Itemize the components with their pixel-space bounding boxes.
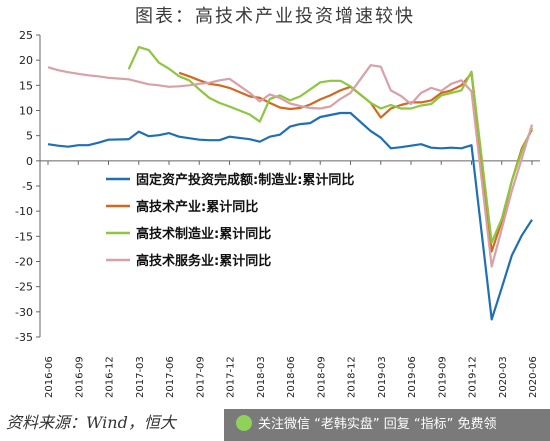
x-tick-label: 2016-09 bbox=[74, 356, 85, 398]
y-tick-label: 5 bbox=[26, 130, 33, 143]
series-line-3 bbox=[127, 46, 534, 244]
series-line-1 bbox=[47, 111, 533, 321]
legend: 固定资产投资完成额:制造业:累计同比高技术产业:累计同比高技术制造业:累计同比高… bbox=[106, 172, 354, 269]
legend-label-4: 高技术服务业:累计同比 bbox=[136, 253, 271, 269]
x-tick-label: 2019-06 bbox=[407, 356, 418, 398]
x-tick-label: 2019-03 bbox=[377, 356, 388, 398]
axes: 25 20 15 10 5 0 -5 -10 -15 -20 -25 -30 -35 2016-06 201… bbox=[15, 29, 540, 398]
y-tick-label: -15 bbox=[15, 230, 33, 243]
x-tick-label: 2019-12 bbox=[468, 356, 479, 398]
x-tick-label: 2016-06 bbox=[44, 356, 55, 398]
y-tick-label: -35 bbox=[15, 331, 33, 344]
y-tick-label: -10 bbox=[15, 205, 33, 218]
series-lines bbox=[47, 46, 534, 321]
x-tick-label: 2018-12 bbox=[347, 356, 358, 398]
y-tick-label: 10 bbox=[19, 105, 33, 118]
x-tick-label: 2020-06 bbox=[528, 356, 539, 398]
x-tick-label: 2018-06 bbox=[286, 356, 297, 398]
watermark-banner: 关注微信 “老韩实盘” 回复 “指标” 免费领 bbox=[224, 409, 550, 441]
watermark-text: 关注微信 “老韩实盘” 回复 “指标” 免费领 bbox=[258, 417, 497, 432]
x-tick-label: 2017-09 bbox=[195, 356, 206, 398]
x-tick-label: 2019-09 bbox=[437, 356, 448, 398]
wechat-icon bbox=[236, 415, 252, 431]
x-tick-label: 2016-12 bbox=[105, 356, 116, 398]
series-line-4 bbox=[47, 64, 534, 268]
legend-label-2: 高技术产业:累计同比 bbox=[136, 199, 258, 215]
chart-title: 图表：高技术产业投资增速较快 bbox=[135, 6, 415, 27]
source-note: 资料来源：Wind，恒大 bbox=[6, 413, 176, 432]
legend-label-1: 固定资产投资完成额:制造业:累计同比 bbox=[136, 172, 354, 188]
y-tick-label: -25 bbox=[15, 281, 33, 294]
y-tick-label: -5 bbox=[22, 180, 33, 193]
legend-label-3: 高技术制造业:累计同比 bbox=[136, 226, 271, 242]
y-tick-label: 15 bbox=[19, 79, 33, 92]
y-tick-label: -30 bbox=[15, 306, 33, 319]
y-tick-label: 25 bbox=[19, 29, 33, 42]
x-tick-label: 2017-12 bbox=[226, 356, 237, 398]
y-tick-label: 0 bbox=[26, 155, 33, 168]
x-tick-label: 2017-06 bbox=[165, 356, 176, 398]
y-tick-label: 20 bbox=[19, 54, 33, 67]
y-tick-label: -20 bbox=[15, 256, 33, 269]
x-tick-label: 2017-03 bbox=[135, 356, 146, 398]
x-tick-label: 2020-03 bbox=[498, 356, 509, 398]
x-tick-label: 2018-03 bbox=[256, 356, 267, 398]
x-tick-label: 2018-09 bbox=[316, 356, 327, 398]
